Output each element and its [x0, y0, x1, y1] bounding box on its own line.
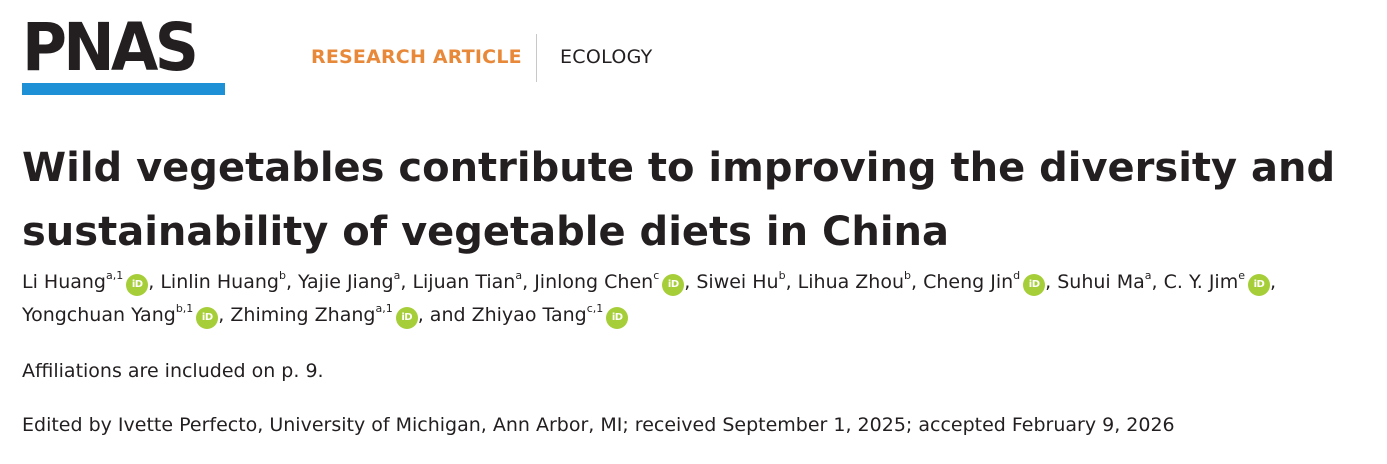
author-affiliation-sup[interactable]: b	[278, 269, 286, 282]
author-separator: ,	[285, 271, 299, 293]
author-name[interactable]: Zhiming Zhang	[230, 304, 376, 326]
author-entry: C. Y. JimeiD	[1163, 269, 1270, 296]
author-entry: Suhui Maa	[1057, 269, 1152, 293]
author-entry: Yajie Jianga	[298, 269, 401, 293]
orcid-icon[interactable]: iD	[395, 307, 418, 329]
author-name[interactable]: Linlin Huang	[160, 271, 279, 293]
author-entry: Lihua Zhoub	[797, 269, 911, 293]
author-separator: ,	[400, 271, 413, 293]
author-affiliation-sup[interactable]: a,1	[105, 269, 124, 282]
affiliations-note[interactable]: Affiliations are included on p. 9.	[22, 360, 324, 382]
author-affiliation-sup[interactable]: a	[1144, 269, 1152, 282]
author-affiliation-sup[interactable]: c,1	[586, 302, 604, 315]
author-name[interactable]: Yajie Jiang	[298, 271, 394, 293]
author-name[interactable]: Li Huang	[22, 271, 106, 293]
author-entry: Yongchuan Yangb,1iD	[22, 302, 219, 329]
author-entry: Jinlong ChenciD	[534, 269, 685, 296]
author-entry: Siwei Hub	[696, 269, 786, 293]
author-affiliation-sup[interactable]: a	[515, 269, 523, 282]
orcid-icon[interactable]: iD	[196, 307, 219, 329]
author-affiliation-sup[interactable]: b	[778, 269, 786, 282]
author-list: Li Huanga,1iD, Linlin Huangb, Yajie Jian…	[22, 266, 1382, 332]
author-separator: ,	[148, 271, 161, 293]
orcid-icon[interactable]: iD	[1023, 274, 1046, 296]
author-name[interactable]: Siwei Hu	[696, 271, 779, 293]
orcid-icon[interactable]: iD	[1248, 274, 1270, 296]
author-separator: ,	[1045, 271, 1058, 293]
logo-underline-bar	[22, 83, 225, 95]
author-name[interactable]: C. Y. Jim	[1163, 271, 1239, 293]
author-separator: ,	[522, 271, 535, 293]
author-name[interactable]: Yongchuan Yang	[22, 304, 176, 326]
article-title: Wild vegetables contribute to improving …	[22, 145, 1336, 255]
author-separator: ,	[1270, 271, 1277, 293]
author-entry: Zhiming Zhanga,1iD	[230, 302, 418, 329]
orcid-icon[interactable]: iD	[606, 307, 629, 329]
author-affiliation-sup[interactable]: b	[904, 269, 911, 282]
header-divider	[536, 34, 537, 82]
author-entry: Cheng JindiD	[923, 269, 1046, 296]
author-name[interactable]: Lihua Zhou	[797, 271, 905, 293]
author-entry: Li Huanga,1iD	[22, 269, 149, 296]
author-separator: , and	[417, 304, 472, 326]
pnas-logo[interactable]: PNAS	[22, 14, 225, 96]
logo-text: PNAS	[22, 9, 199, 86]
author-affiliation-sup[interactable]: a	[393, 269, 401, 282]
author-entry: Linlin Huangb	[160, 269, 286, 293]
author-name[interactable]: Suhui Ma	[1057, 271, 1145, 293]
article-type-label[interactable]: RESEARCH ARTICLE	[311, 46, 522, 68]
author-name[interactable]: Jinlong Chen	[534, 271, 654, 293]
author-affiliation-sup[interactable]: b,1	[175, 302, 194, 315]
edited-by-line: Edited by Ivette Perfecto, University of…	[22, 414, 1175, 436]
orcid-icon[interactable]: iD	[126, 274, 149, 296]
orcid-icon[interactable]: iD	[662, 274, 685, 296]
author-separator: ,	[1151, 271, 1164, 293]
author-separator: ,	[785, 271, 798, 293]
author-name[interactable]: Lijuan Tian	[412, 271, 516, 293]
author-name[interactable]: Zhiyao Tang	[471, 304, 587, 326]
author-affiliation-sup[interactable]: d	[1013, 269, 1021, 282]
author-entry: Lijuan Tiana	[412, 269, 523, 293]
author-affiliation-sup[interactable]: c	[653, 269, 660, 282]
author-affiliation-sup[interactable]: e	[1238, 269, 1245, 282]
author-affiliation-sup[interactable]: a,1	[375, 302, 393, 315]
author-separator: ,	[684, 271, 697, 293]
section-label[interactable]: ECOLOGY	[560, 46, 653, 68]
author-entry: Zhiyao Tangc,1iD	[471, 302, 629, 329]
author-separator: ,	[911, 271, 924, 293]
author-separator: ,	[218, 304, 231, 326]
author-name[interactable]: Cheng Jin	[923, 271, 1014, 293]
